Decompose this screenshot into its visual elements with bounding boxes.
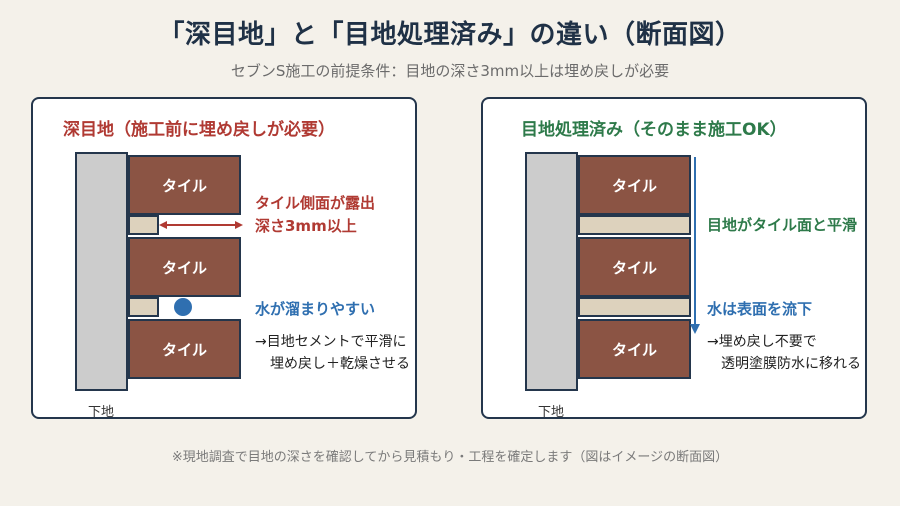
substrate-base bbox=[75, 152, 128, 391]
side-exposed-label: タイル側面が露出 bbox=[255, 194, 376, 212]
footer-note: ※現地調査で目地の深さを確認してから見積もり・工程を確定します（図はイメージの断… bbox=[171, 450, 729, 465]
flush-joint-lower bbox=[578, 297, 691, 317]
refill-note-2: 埋め戻し＋乾燥させる bbox=[270, 356, 410, 372]
tile-top: タイル bbox=[578, 155, 691, 215]
tile-bottom: タイル bbox=[128, 319, 241, 379]
depth-label: 深さ3mm以上 bbox=[255, 217, 357, 235]
treated-joint-heading: 目地処理済み（そのまま施工OK） bbox=[521, 120, 787, 140]
tile-top: タイル bbox=[128, 155, 241, 215]
water-drop-icon bbox=[174, 298, 192, 316]
deep-joint-overlay bbox=[159, 221, 243, 316]
deep-joint-heading: 深目地（施工前に埋め戻しが必要） bbox=[63, 120, 335, 140]
treated-joint-panel: 目地処理済み（そのまま施工OK） 下地 タイル タイル タイル 目地がタイル面と… bbox=[481, 97, 867, 420]
tile-middle: タイル bbox=[128, 237, 241, 297]
substrate-base bbox=[525, 152, 578, 391]
water-flow-label: 水は表面を流下 bbox=[707, 300, 813, 318]
substrate-label: 下地 bbox=[538, 405, 565, 420]
deep-joint-panel: 深目地（施工前に埋め戻しが必要） 下地 タイル タイル タイル タイル側面が露出… bbox=[31, 97, 417, 420]
flush-surface-label: 目地がタイル面と平滑 bbox=[707, 216, 858, 234]
flush-joint-upper bbox=[578, 215, 691, 235]
deep-joint-lower bbox=[128, 297, 159, 317]
tile-middle: タイル bbox=[578, 237, 691, 297]
no-refill-note-2: 透明塗膜防水に移れる bbox=[721, 356, 861, 372]
water-pooling-label: 水が溜まりやすい bbox=[255, 300, 376, 318]
treated-joint-overlay bbox=[690, 157, 700, 334]
page-title: 「深目地」と「目地処理済み」の違い（断面図） bbox=[158, 20, 742, 50]
deep-joint-upper bbox=[128, 215, 159, 235]
refill-note-1: →目地セメントで平滑に bbox=[255, 334, 407, 350]
page-subtitle: セブンS施工の前提条件：目地の深さ3mm以上は埋め戻しが必要 bbox=[230, 62, 670, 80]
tile-bottom: タイル bbox=[578, 319, 691, 379]
no-refill-note-1: →埋め戻し不要で bbox=[707, 334, 817, 350]
substrate-label: 下地 bbox=[88, 405, 115, 420]
